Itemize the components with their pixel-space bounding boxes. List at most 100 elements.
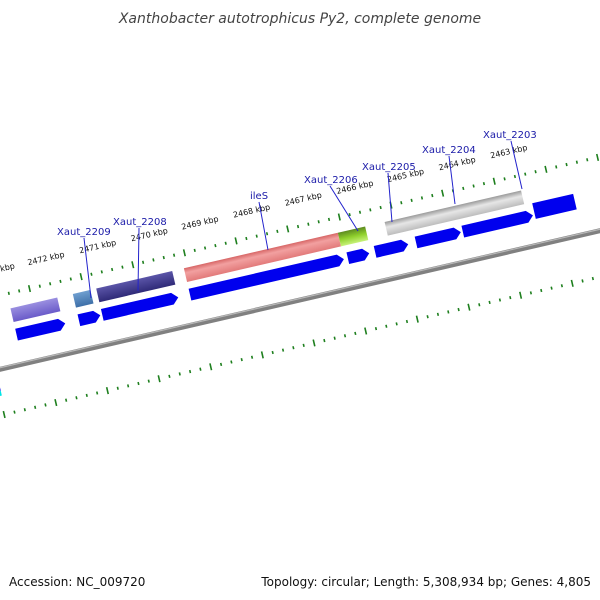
ruler-minor-tick [188, 369, 192, 374]
ruler-label: 2463 kbp [489, 143, 528, 160]
ruler-major-tick [54, 398, 58, 407]
feature-xaut-2206[interactable] [337, 226, 369, 247]
cds-arrow[interactable] [414, 226, 463, 249]
ruler-minor-tick [436, 312, 440, 316]
gene-label-iles[interactable]: ileS [250, 191, 268, 202]
ruler-minor-tick [410, 198, 413, 202]
ruler-minor-tick [147, 379, 150, 383]
feature-xaut-2208[interactable] [96, 271, 176, 303]
ruler-minor-tick [296, 224, 300, 229]
ruler-label: 2470 kbp [130, 226, 169, 243]
ruler-minor-tick [379, 205, 382, 210]
ruler-minor-tick [358, 210, 362, 214]
ruler-minor-tick [509, 296, 512, 300]
ruler-minor-tick [281, 348, 285, 352]
ruler-minor-tick [193, 248, 196, 253]
ruler-minor-tick [405, 319, 409, 324]
cds-arrow[interactable] [77, 309, 102, 327]
ruler-minor-tick [565, 162, 568, 167]
ruler-major-tick [570, 279, 574, 287]
ruler-minor-tick [126, 384, 130, 388]
cds-track [15, 193, 577, 341]
gene-labels: Xaut_2209 Xaut_2208 ileS Xaut_2206 Xaut_… [57, 130, 537, 299]
map-strip: 2473 kbp 2472 kbp 2471 kbp 2470 kbp 2469… [0, 143, 600, 419]
cds-arrow[interactable] [15, 318, 66, 341]
ruler-major-tick [260, 351, 264, 359]
feature-track-left [0, 384, 2, 407]
ruler-minor-tick [219, 362, 223, 367]
cds-arrow[interactable] [346, 247, 370, 265]
ruler-minor-tick [178, 372, 181, 376]
ruler-minor-tick [276, 229, 279, 233]
leader-line [448, 155, 456, 205]
ruler-minor-tick [488, 300, 491, 305]
gene-label-xaut-2205[interactable]: Xaut_2205 [362, 162, 416, 173]
cds-arrow[interactable] [373, 238, 410, 258]
ruler-major-tick [467, 303, 471, 311]
ruler-minor-tick [462, 186, 465, 191]
feature-track [10, 190, 525, 322]
feature-xaut-2209[interactable] [10, 297, 61, 322]
gene-label-xaut-2209[interactable]: Xaut_2209 [57, 227, 111, 238]
ruler-minor-tick [18, 289, 21, 293]
ruler-minor-tick [431, 193, 434, 198]
ruler-minor-tick [307, 222, 310, 226]
ruler-minor-tick [100, 270, 103, 274]
ruler-minor-tick [478, 303, 481, 307]
gene-label-xaut-2204[interactable]: Xaut_2204 [422, 145, 476, 156]
ruler-minor-tick [49, 282, 52, 286]
ruler-minor-tick [111, 267, 114, 272]
ruler-minor-tick [560, 284, 564, 288]
ruler-minor-tick [369, 208, 372, 212]
leader-line [329, 185, 359, 232]
ruler-major-tick [234, 237, 238, 245]
ruler-minor-tick [44, 403, 47, 407]
ruler-major-tick [312, 339, 316, 347]
ruler-minor-tick [271, 350, 274, 355]
ruler-minor-tick [540, 288, 543, 293]
ruler-minor-tick [292, 346, 295, 350]
ruler-label: 2467 kbp [284, 191, 323, 208]
ruler-minor-tick [75, 396, 78, 400]
ruler-minor-tick [13, 410, 16, 414]
ruler-minor-tick [354, 331, 357, 336]
ruler-minor-tick [65, 398, 68, 402]
cds-arrow[interactable] [461, 210, 534, 238]
ruler-minor-tick [69, 277, 72, 281]
ruler-major-tick [131, 261, 135, 269]
ruler-minor-tick [327, 217, 331, 222]
ruler-minor-tick [137, 381, 140, 386]
feature-xaut-2208-small[interactable] [72, 289, 94, 308]
cds-arrow[interactable] [100, 291, 180, 321]
cds-arrow[interactable] [532, 193, 577, 219]
ruler-minor-tick [586, 158, 589, 162]
ruler-major-tick [182, 249, 186, 257]
feature-iles[interactable] [183, 232, 341, 282]
ruler-minor-tick [550, 286, 553, 290]
ruler-major-tick [79, 273, 83, 281]
ruler-minor-tick [534, 170, 537, 174]
ruler-major-tick [337, 213, 341, 221]
ruler-major-tick [105, 387, 110, 395]
ruler-minor-tick [581, 279, 584, 283]
ruler-minor-tick [472, 184, 475, 188]
ruler-minor-tick [498, 298, 502, 302]
ruler-minor-tick [317, 220, 320, 224]
ruler-major-tick [415, 315, 419, 323]
backbone-highlight [0, 203, 600, 394]
ruler-minor-tick [503, 177, 506, 181]
gene-label-xaut-2206[interactable]: Xaut_2206 [304, 175, 358, 186]
ruler-minor-tick [426, 315, 429, 319]
ruler-major-tick [157, 375, 161, 383]
feature-cyan[interactable] [0, 390, 2, 407]
ruler-minor-tick [203, 246, 207, 250]
ruler-minor-tick [230, 360, 233, 364]
gene-label-xaut-2203[interactable]: Xaut_2203 [483, 130, 537, 141]
ruler-minor-tick [457, 307, 460, 312]
gene-label-xaut-2208[interactable]: Xaut_2208 [113, 217, 167, 228]
genome-backbone [0, 203, 600, 397]
feature-xaut-2204[interactable] [384, 190, 525, 236]
cds-arrow[interactable] [188, 253, 346, 301]
ruler-major-tick [544, 165, 548, 173]
